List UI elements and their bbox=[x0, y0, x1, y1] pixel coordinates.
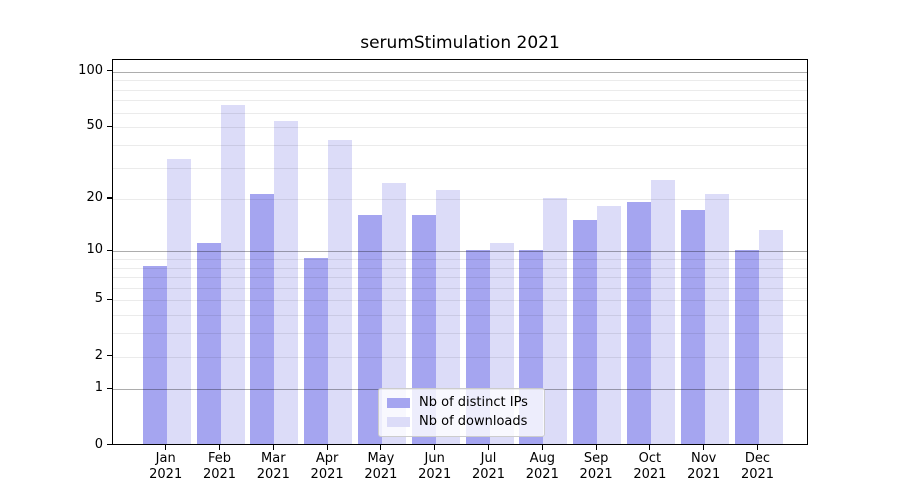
bar-distinct-ips bbox=[734, 249, 759, 444]
chart-title: serumStimulation 2021 bbox=[360, 33, 560, 53]
bar-downloads bbox=[328, 139, 353, 444]
bar-downloads bbox=[543, 197, 568, 444]
gridline-minor bbox=[113, 100, 807, 102]
y-tick-mark bbox=[107, 387, 112, 389]
y-tick-label: 50 bbox=[86, 118, 103, 134]
bar-distinct-ips bbox=[196, 242, 221, 444]
x-tick-mark bbox=[541, 444, 543, 450]
x-tick-mark bbox=[703, 444, 705, 450]
gridline-minor bbox=[113, 315, 807, 317]
y-tick-mark bbox=[107, 298, 112, 301]
x-tick-mark bbox=[272, 444, 274, 450]
bar-distinct-ips bbox=[142, 266, 167, 444]
y-tick-label: 2 bbox=[94, 347, 103, 363]
legend-swatch-distinct-ips bbox=[387, 398, 410, 408]
bar-distinct-ips bbox=[680, 210, 705, 444]
legend-item-distinct-ips: Nb of distinct IPs bbox=[387, 396, 536, 410]
gridline-minor bbox=[113, 267, 807, 269]
bar-downloads bbox=[597, 205, 622, 444]
gridline-minor bbox=[113, 199, 807, 201]
y-tick-mark bbox=[107, 354, 112, 357]
gridline-minor bbox=[113, 333, 807, 335]
bar-distinct-ips bbox=[250, 193, 275, 444]
gridline-minor bbox=[113, 127, 807, 129]
bar-distinct-ips bbox=[357, 214, 382, 444]
y-tick-mark bbox=[107, 70, 112, 72]
legend-item-downloads: Nb of downloads bbox=[387, 415, 536, 429]
x-tick-label: Oct 2021 bbox=[633, 450, 667, 483]
x-tick-mark bbox=[380, 444, 382, 450]
bar-downloads bbox=[758, 230, 783, 444]
x-tick-mark bbox=[165, 444, 167, 450]
gridline-minor bbox=[113, 259, 807, 261]
y-tick-mark bbox=[107, 443, 112, 446]
gridline-minor bbox=[113, 112, 807, 114]
bar-distinct-ips bbox=[573, 219, 598, 444]
gridline-minor bbox=[113, 80, 807, 82]
x-tick-label: Mar 2021 bbox=[256, 450, 290, 483]
y-tick-mark bbox=[107, 249, 112, 251]
x-tick-mark bbox=[756, 444, 759, 450]
legend: Nb of distinct IPs Nb of downloads bbox=[378, 388, 545, 437]
x-tick-mark bbox=[487, 444, 490, 450]
x-tick-label: Aug 2021 bbox=[525, 450, 559, 483]
gridline-minor bbox=[113, 89, 807, 91]
y-tick-label: 20 bbox=[86, 190, 103, 206]
gridline-minor bbox=[113, 167, 807, 169]
x-tick-mark bbox=[649, 444, 651, 450]
x-tick-label: Jun 2021 bbox=[418, 450, 452, 483]
x-tick-label: Feb 2021 bbox=[202, 450, 237, 483]
gridline-minor bbox=[113, 277, 807, 279]
bar-distinct-ips bbox=[304, 257, 329, 444]
x-tick-mark bbox=[434, 444, 436, 450]
plot-area bbox=[112, 59, 808, 445]
x-tick-label: Apr 2021 bbox=[310, 450, 344, 483]
legend-label-distinct-ips: Nb of distinct IPs bbox=[419, 395, 528, 410]
x-tick-mark bbox=[595, 444, 597, 450]
legend-swatch-downloads bbox=[387, 417, 410, 427]
y-tick-label: 10 bbox=[86, 242, 103, 258]
x-tick-label: Jul 2021 bbox=[471, 450, 506, 483]
bar-distinct-ips bbox=[626, 201, 651, 444]
gridline-minor bbox=[113, 300, 807, 302]
x-tick-mark bbox=[218, 444, 221, 450]
y-tick-mark bbox=[107, 197, 112, 199]
gridline-major bbox=[113, 251, 807, 253]
x-tick-label: Sep 2021 bbox=[579, 450, 613, 483]
bar-downloads bbox=[274, 121, 299, 444]
x-tick-label: May 2021 bbox=[364, 450, 398, 483]
x-tick-label: Jan 2021 bbox=[149, 450, 183, 483]
bar-downloads bbox=[650, 180, 675, 444]
gridline-minor bbox=[113, 144, 807, 146]
bar-downloads bbox=[220, 104, 245, 444]
y-tick-label: 1 bbox=[94, 380, 103, 396]
legend-label-downloads: Nb of downloads bbox=[419, 414, 528, 429]
gridline-minor bbox=[113, 356, 807, 358]
x-tick-label: Dec 2021 bbox=[740, 450, 775, 483]
y-tick-label: 100 bbox=[78, 62, 103, 78]
x-tick-mark bbox=[326, 444, 328, 450]
gridline-minor bbox=[113, 287, 807, 289]
bar-downloads bbox=[166, 158, 191, 444]
y-tick-label: 5 bbox=[94, 291, 103, 307]
x-tick-label: Nov 2021 bbox=[687, 450, 721, 483]
y-tick-label: 0 bbox=[94, 436, 103, 452]
y-tick-mark bbox=[107, 125, 112, 127]
gridline-major bbox=[113, 71, 807, 73]
bar-downloads bbox=[704, 193, 729, 444]
